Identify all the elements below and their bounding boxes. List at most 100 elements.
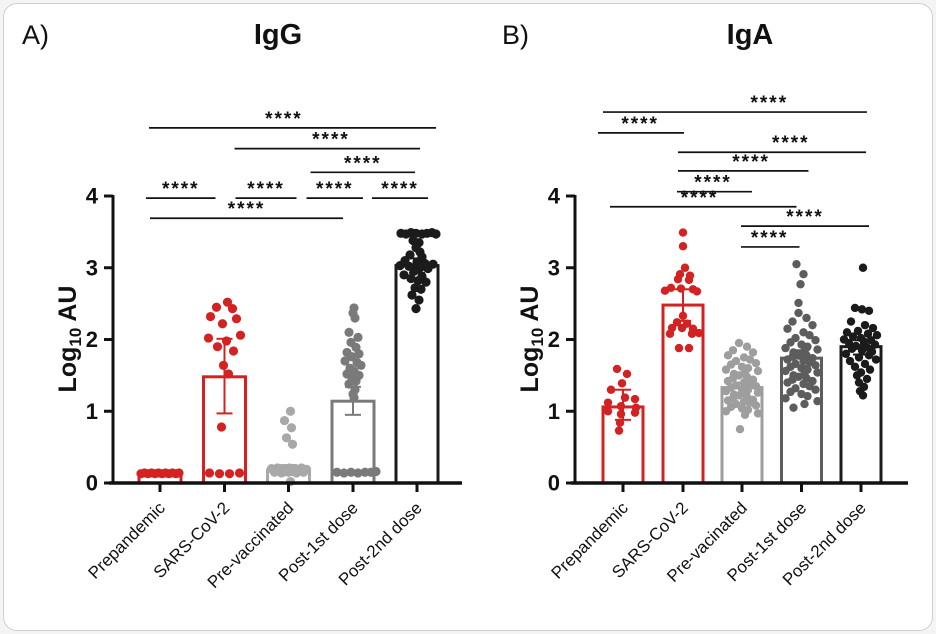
data-point <box>862 374 872 384</box>
data-point <box>395 260 405 271</box>
significance-stars: **** <box>316 179 354 200</box>
data-point <box>783 355 792 364</box>
data-point <box>286 423 297 433</box>
data-point <box>842 328 852 337</box>
data-point <box>783 324 792 333</box>
data-point <box>217 319 228 329</box>
significance-stars: **** <box>162 179 200 200</box>
data-point <box>349 393 359 403</box>
y-tick-label: 3 <box>548 255 560 280</box>
data-point <box>603 407 613 416</box>
data-point <box>850 303 860 313</box>
data-point <box>350 313 360 323</box>
data-point <box>684 275 694 285</box>
data-point <box>353 332 363 342</box>
data-point <box>687 329 697 338</box>
data-point <box>276 468 287 478</box>
data-point <box>269 467 280 477</box>
data-point <box>721 365 731 374</box>
panel-letter: B) <box>502 20 529 50</box>
data-point <box>721 386 731 396</box>
data-point <box>630 408 640 417</box>
data-point <box>788 317 797 326</box>
data-point <box>354 349 364 359</box>
data-point <box>674 343 684 353</box>
y-tick-label: 4 <box>86 184 99 209</box>
data-point <box>339 468 349 478</box>
data-point <box>864 306 874 315</box>
data-point <box>298 467 309 477</box>
data-point <box>802 313 811 323</box>
significance-stars: **** <box>772 133 810 154</box>
data-point <box>676 284 686 293</box>
data-point <box>431 229 441 239</box>
data-point <box>723 396 733 405</box>
data-point <box>612 364 622 374</box>
data-point <box>660 286 670 295</box>
data-point <box>805 330 814 340</box>
y-tick-label: 2 <box>86 327 98 352</box>
data-point <box>742 342 752 351</box>
significance-stars: **** <box>681 188 719 209</box>
significance-stars: **** <box>751 228 789 249</box>
data-point <box>854 353 864 362</box>
data-point <box>356 360 366 370</box>
data-point <box>786 387 795 397</box>
data-point <box>615 418 625 427</box>
panel-title: IgG <box>254 19 302 51</box>
data-point <box>231 314 242 324</box>
data-point <box>622 369 632 379</box>
data-point <box>413 276 423 286</box>
panel-letter: A) <box>22 20 49 50</box>
data-point <box>281 433 292 443</box>
data-point <box>800 399 809 409</box>
data-point <box>227 304 238 314</box>
y-axis-label: Log10 AU <box>516 286 547 393</box>
data-point <box>721 407 731 416</box>
data-point <box>857 346 867 355</box>
data-point <box>751 358 761 368</box>
data-point <box>781 366 790 376</box>
data-point <box>351 376 361 386</box>
data-point <box>603 398 613 407</box>
data-point <box>848 332 858 341</box>
y-tick-label: 4 <box>548 184 561 209</box>
data-point <box>792 259 801 269</box>
data-point <box>692 287 702 296</box>
data-point <box>421 277 431 287</box>
data-point <box>811 361 820 370</box>
data-point <box>411 304 421 314</box>
panel-title: IgA <box>727 19 774 51</box>
data-point <box>203 333 214 343</box>
data-point <box>223 369 234 379</box>
data-point <box>870 340 880 349</box>
data-point <box>346 467 356 477</box>
data-point <box>221 336 232 346</box>
data-point <box>858 391 868 400</box>
figure-card <box>3 3 933 631</box>
data-point <box>860 359 870 369</box>
data-point <box>409 266 419 276</box>
data-point <box>399 270 409 280</box>
y-tick-label: 0 <box>548 471 560 496</box>
data-point <box>287 439 298 449</box>
y-tick-label: 0 <box>86 471 98 496</box>
data-point <box>344 379 354 389</box>
data-point <box>234 468 245 478</box>
data-point <box>753 388 763 397</box>
data-point <box>794 298 803 308</box>
data-point <box>616 409 626 419</box>
data-point <box>796 280 805 289</box>
data-point <box>218 360 229 370</box>
data-point <box>789 403 798 412</box>
data-point <box>673 275 683 284</box>
data-point <box>224 469 235 479</box>
significance-stars: **** <box>381 179 419 200</box>
data-point <box>808 320 817 330</box>
y-tick-label: 2 <box>548 327 560 352</box>
data-point <box>291 468 302 478</box>
data-point <box>735 424 745 434</box>
data-point <box>803 391 812 401</box>
data-point <box>813 345 822 354</box>
